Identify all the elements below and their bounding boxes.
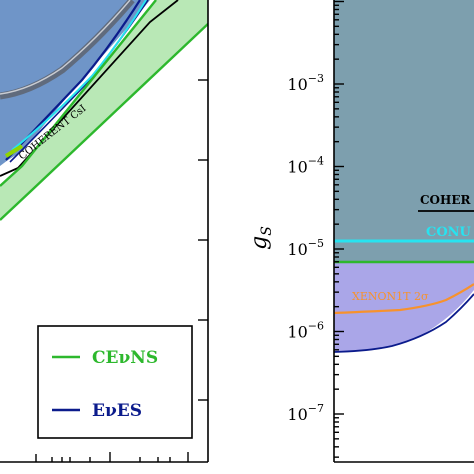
legend-box (37, 325, 193, 439)
label-conu: CONU (426, 225, 472, 240)
marker-segment (4, 144, 24, 158)
cevns-lower-edge (0, 22, 208, 221)
excluded-region (334, 0, 474, 290)
gray-band-inner (0, 0, 131, 95)
legend: CEνNS EνES (37, 325, 193, 439)
coherent-csi-line (0, 0, 179, 177)
left-panel: COHERENT CsI (0, 0, 208, 462)
right-y-ticks (334, 0, 344, 458)
xenon1t-curve (334, 283, 474, 315)
gray-band (0, 0, 135, 100)
lower-boundary-curve (334, 293, 474, 353)
y-tick-label: 10−7 (287, 402, 324, 424)
y-tick-label: 10−4 (287, 155, 324, 177)
label-coherent: COHER (420, 193, 471, 207)
right-y-tick-labels: 10−3 10−4 10−5 10−6 10−7 (287, 72, 324, 424)
right-panel: COHER CONU XENON1T 2σ (334, 0, 474, 462)
cevns-upper-edge (0, 0, 157, 187)
y-tick-label: 10−5 (287, 237, 324, 259)
y-tick-label: 10−6 (287, 320, 324, 342)
cevns-region (0, 0, 208, 220)
y-axis-label-sub: S (259, 226, 275, 236)
label-xenon1t: XENON1T 2σ (352, 290, 429, 303)
label-xenon1t-text: XENON1T 2σ (352, 290, 429, 303)
left-right-ticks (198, 79, 208, 401)
cyan-line (11, 0, 147, 151)
y-axis-label-main: g (247, 236, 272, 250)
y-tick-label: 10−3 (287, 72, 324, 94)
legend-cevns-label: CEνNS (92, 348, 158, 368)
left-bottom-ticks (35, 452, 189, 462)
xenon-region (334, 262, 474, 352)
y-axis-label: gS (247, 226, 275, 250)
legend-eves-label: EνES (92, 401, 142, 421)
